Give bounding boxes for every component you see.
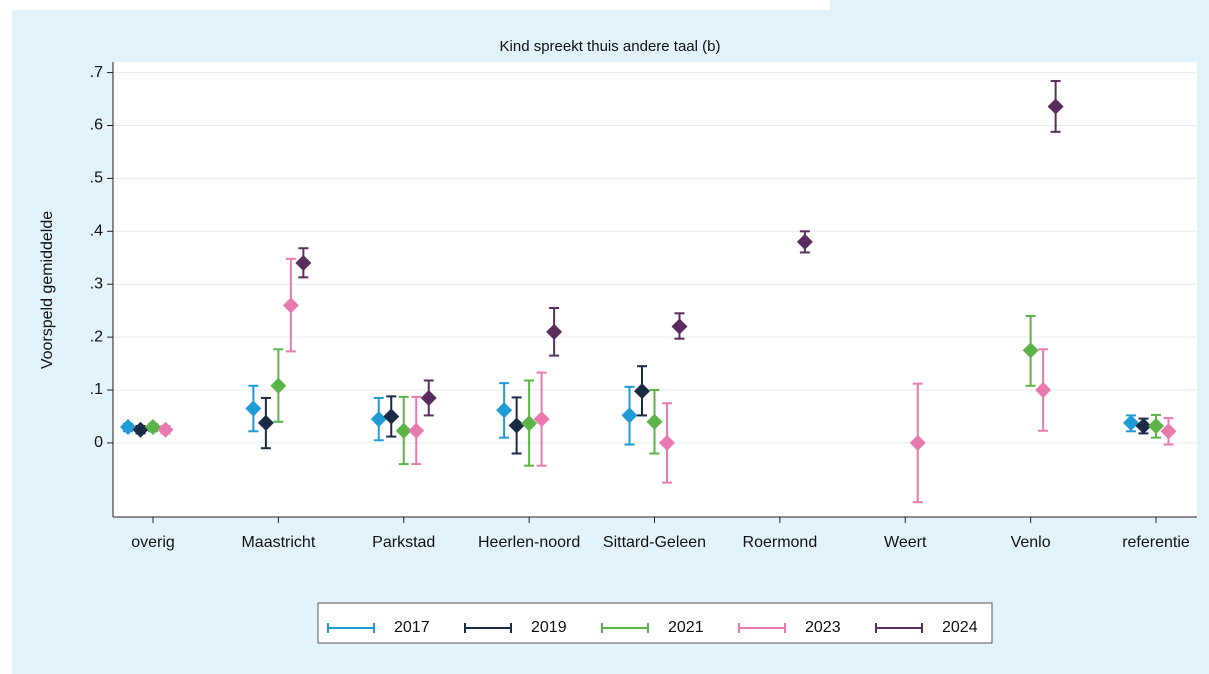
- point-marker: [671, 318, 688, 335]
- point-marker: [1135, 418, 1152, 434]
- legend-label: 2023: [805, 619, 841, 636]
- point-marker: [533, 411, 550, 428]
- x-tick-label: Roermond: [743, 534, 818, 551]
- point-marker: [395, 422, 412, 439]
- legend-label: 2024: [942, 619, 978, 636]
- point-marker: [1123, 414, 1139, 431]
- y-tick-label: 0: [94, 434, 103, 451]
- point-marker: [659, 434, 675, 451]
- background-strip: [830, 0, 1209, 10]
- point-marker: [508, 417, 525, 434]
- point-marker: [257, 414, 274, 431]
- y-tick-label: .3: [90, 275, 103, 292]
- point-marker: [370, 411, 387, 428]
- x-tick-label: Parkstad: [372, 534, 435, 551]
- legend-label: 2017: [394, 619, 430, 636]
- point-marker: [546, 323, 563, 340]
- point-marker: [132, 421, 149, 438]
- point-marker: [496, 402, 513, 419]
- point-marker: [295, 255, 312, 272]
- point-marker: [521, 415, 538, 432]
- point-marker: [1035, 382, 1052, 399]
- y-tick-label: .1: [90, 381, 103, 398]
- x-tick-label: overig: [131, 534, 175, 551]
- point-marker: [157, 421, 174, 438]
- y-axis-label: Voorspeld gemiddelde: [39, 211, 56, 369]
- y-tick-label: .2: [90, 328, 103, 345]
- point-marker: [634, 383, 650, 400]
- y-tick-label: .7: [90, 64, 103, 81]
- point-marker: [120, 419, 136, 436]
- point-marker: [145, 419, 161, 436]
- legend-label: 2019: [531, 619, 567, 636]
- point-marker: [1160, 423, 1177, 440]
- y-tick-label: .4: [90, 223, 103, 240]
- point-marker: [282, 297, 299, 314]
- legend: [317, 602, 993, 644]
- point-marker: [1022, 342, 1039, 359]
- y-tick-label: .5: [90, 170, 103, 187]
- point-marker: [245, 400, 262, 417]
- legend-label: 2021: [668, 619, 704, 636]
- chart-title: Kind spreekt thuis andere taal (b): [500, 38, 721, 55]
- point-marker: [420, 389, 437, 406]
- point-marker: [909, 434, 926, 451]
- x-tick-label: Sittard-Geleen: [603, 534, 706, 551]
- point-marker: [1148, 418, 1164, 434]
- x-tick-label: referentie: [1122, 534, 1190, 551]
- y-tick-label: .6: [90, 117, 103, 134]
- point-marker: [621, 407, 638, 424]
- point-marker: [270, 377, 287, 394]
- x-tick-label: Venlo: [1011, 534, 1051, 551]
- point-marker: [383, 408, 400, 425]
- point-marker: [796, 233, 813, 250]
- point-marker: [646, 413, 663, 430]
- point-marker: [408, 422, 425, 439]
- x-tick-label: Maastricht: [241, 534, 315, 551]
- point-marker: [1047, 98, 1064, 115]
- x-tick-label: Heerlen-noord: [478, 534, 580, 551]
- x-tick-label: Weert: [884, 534, 927, 551]
